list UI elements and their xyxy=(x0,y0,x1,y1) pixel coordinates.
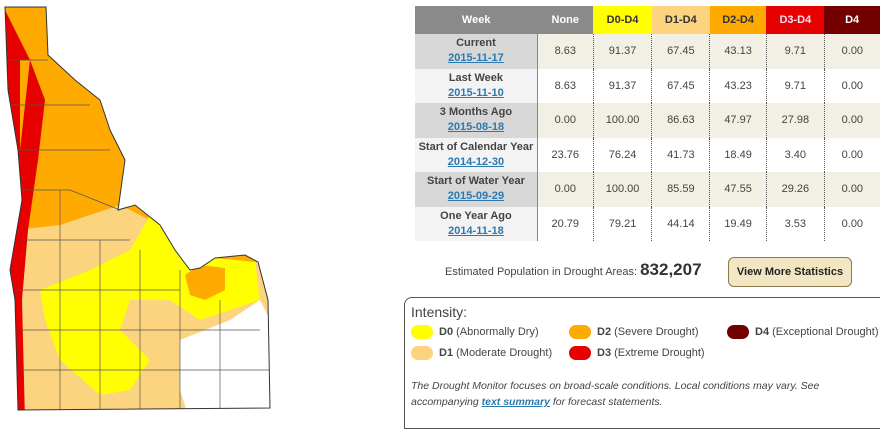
value-cell: 0.00 xyxy=(823,68,880,103)
week-cell: One Year Ago 2014-11-18 xyxy=(415,206,538,241)
legend-item-d1: D1 (Moderate Drought) xyxy=(411,346,552,360)
week-date-link[interactable]: 2015-11-10 xyxy=(448,86,504,99)
week-date-link[interactable]: 2015-11-17 xyxy=(448,52,504,65)
value-cell: 3.40 xyxy=(765,137,825,172)
drought-monitor-note: The Drought Monitor focuses on broad-sca… xyxy=(411,380,820,408)
value-cell: 0.00 xyxy=(536,172,594,207)
week-label: Last Week xyxy=(448,71,504,84)
week-label: Start of Water Year xyxy=(427,175,525,188)
value-cell: 41.73 xyxy=(651,137,710,172)
week-cell: Start of Calendar Year 2014-12-30 xyxy=(415,137,538,172)
value-cell: 3.53 xyxy=(765,206,825,241)
value-cell: 44.14 xyxy=(651,206,710,241)
population-value: 832,207 xyxy=(640,260,702,279)
header-d3-d4: D3-D4 xyxy=(766,6,825,34)
week-date-link[interactable]: 2014-11-18 xyxy=(448,224,504,237)
value-cell: 9.71 xyxy=(765,34,825,69)
week-label: Start of Calendar Year xyxy=(418,140,534,153)
header-d1-d4: D1-D4 xyxy=(651,6,710,34)
table-row: One Year Ago 2014-11-18 20.79 79.21 44.14 19.… xyxy=(415,206,880,241)
value-cell: 91.37 xyxy=(592,68,652,103)
d2-east-region xyxy=(185,265,225,300)
value-cell: 20.79 xyxy=(536,206,594,241)
value-cell: 67.45 xyxy=(651,34,710,69)
view-more-statistics-button[interactable]: View More Statistics xyxy=(728,257,852,287)
value-cell: 0.00 xyxy=(823,172,880,207)
legend-item-d0: D0 (Abnormally Dry) xyxy=(411,325,539,339)
table-row: Start of Water Year 2015-09-29 0.00 100.00 8… xyxy=(415,172,880,207)
week-date-link[interactable]: 2015-09-29 xyxy=(447,190,505,203)
legend-item-d2: D2 (Severe Drought) xyxy=(569,325,699,339)
value-cell: 23.76 xyxy=(536,137,594,172)
text-summary-link[interactable]: text summary xyxy=(481,396,550,408)
table-row: Current 2015-11-17 8.63 91.37 67.45 43.13 9.71… xyxy=(415,34,880,69)
value-cell: 8.63 xyxy=(536,34,594,69)
population-estimate: Estimated Population in Drought Areas: 8… xyxy=(445,260,702,280)
table-row: Start of Calendar Year 2014-12-30 23.76 76.… xyxy=(415,137,880,172)
idaho-drought-map xyxy=(4,6,271,411)
legend-item-d3: D3 (Extreme Drought) xyxy=(569,346,705,360)
value-cell: 43.13 xyxy=(709,34,767,69)
value-cell: 0.00 xyxy=(536,103,594,138)
week-date-link[interactable]: 2015-08-18 xyxy=(447,121,505,134)
legend-item-d4: D4 (Exceptional Drought) xyxy=(727,325,879,339)
value-cell: 47.55 xyxy=(709,172,767,207)
population-label: Estimated Population in Drought Areas: xyxy=(445,266,638,278)
header-d0-d4: D0-D4 xyxy=(593,6,652,34)
value-cell: 67.45 xyxy=(651,68,710,103)
header-d2-d4: D2-D4 xyxy=(709,6,767,34)
header-d4: D4 xyxy=(824,6,880,34)
legend-title: Intensity: xyxy=(411,304,468,320)
value-cell: 91.37 xyxy=(592,34,652,69)
value-cell: 47.97 xyxy=(709,103,767,138)
value-cell: 0.00 xyxy=(823,206,880,241)
header-none: None xyxy=(537,6,594,34)
value-cell: 9.71 xyxy=(765,68,825,103)
value-cell: 100.00 xyxy=(592,103,652,138)
value-cell: 27.98 xyxy=(765,103,825,138)
header-week: Week xyxy=(415,6,538,34)
value-cell: 18.49 xyxy=(709,137,767,172)
value-cell: 86.63 xyxy=(651,103,710,138)
value-cell: 100.00 xyxy=(592,172,652,207)
value-cell: 8.63 xyxy=(536,68,594,103)
value-cell: 85.59 xyxy=(651,172,710,207)
week-cell: Current 2015-11-17 xyxy=(415,34,538,69)
week-label: Current xyxy=(456,37,496,50)
week-label: One Year Ago xyxy=(440,209,512,222)
week-date-link[interactable]: 2014-12-30 xyxy=(447,155,505,168)
value-cell: 43.23 xyxy=(709,68,767,103)
intensity-legend: Intensity: D0 (Abnormally Dry) D1 (Moder… xyxy=(404,297,880,429)
value-cell: 76.24 xyxy=(592,137,652,172)
value-cell: 29.26 xyxy=(765,172,825,207)
week-cell: 3 Months Ago 2015-08-18 xyxy=(415,103,538,138)
value-cell: 0.00 xyxy=(823,34,880,69)
value-cell: 0.00 xyxy=(823,103,880,138)
week-cell: Start of Water Year 2015-09-29 xyxy=(415,172,538,207)
table-row: Last Week 2015-11-10 8.63 91.37 67.45 43.23 9.… xyxy=(415,68,880,103)
week-label: 3 Months Ago xyxy=(439,106,513,119)
value-cell: 0.00 xyxy=(823,137,880,172)
value-cell: 19.49 xyxy=(709,206,767,241)
drought-statistics-table: Week None D0-D4 D1-D4 D2-D4 D3-D4 D4 Cur… xyxy=(415,6,880,241)
d0-region xyxy=(40,215,260,395)
table-row: 3 Months Ago 2015-08-18 0.00 100.00 86.63 47.… xyxy=(415,103,880,138)
week-cell: Last Week 2015-11-10 xyxy=(415,68,538,103)
value-cell: 79.21 xyxy=(592,206,652,241)
